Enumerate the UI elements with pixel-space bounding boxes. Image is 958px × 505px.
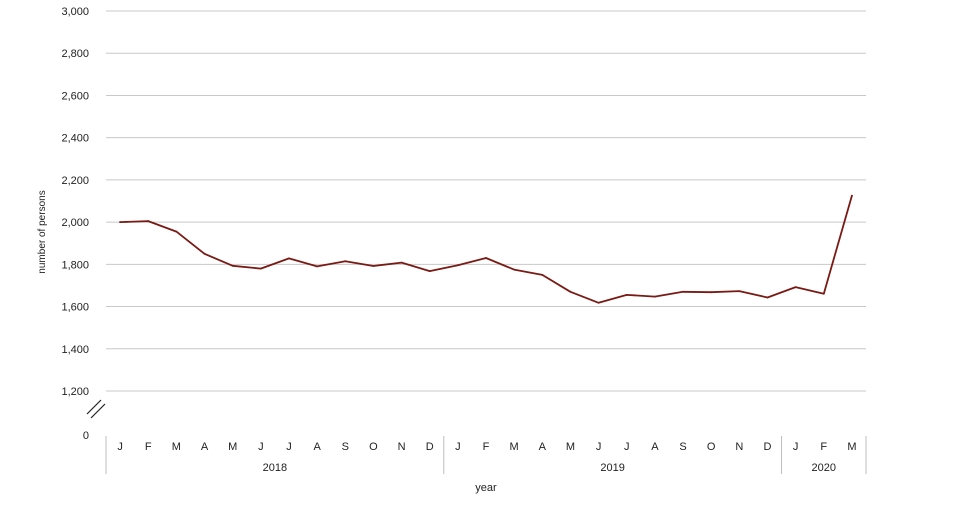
x-tick-label: J: [596, 441, 602, 453]
data-point: [569, 290, 572, 293]
x-tick-label: J: [258, 441, 264, 453]
x-axis-categories: J F M A M J J A S O N D J F M A M J J A S O N D J F M 2018 2019 2020: [105, 436, 867, 474]
data-point: [710, 291, 713, 294]
data-point: [456, 264, 459, 267]
x-tick-label: A: [313, 441, 321, 453]
y-tick-label: 2,000: [61, 217, 89, 229]
y-tick-label: 2,800: [61, 48, 89, 60]
data-point: [147, 220, 150, 222]
x-axis-label: year: [475, 482, 497, 494]
data-point: [344, 260, 347, 263]
x-tick-label: O: [369, 441, 378, 453]
x-tick-label: J: [286, 441, 292, 453]
x-tick-label: J: [624, 441, 630, 453]
x-tick-label: J: [793, 441, 799, 453]
data-point: [203, 252, 206, 255]
y-axis-label: number of persons: [37, 190, 48, 273]
data-point: [400, 261, 403, 264]
y-tick-label: 1,400: [61, 344, 89, 356]
x-tick-label: M: [847, 441, 856, 453]
y-tick-label: 2,200: [61, 175, 89, 187]
x-tick-label: F: [483, 441, 490, 453]
data-point: [794, 286, 797, 289]
x-tick-label: N: [398, 441, 406, 453]
data-point: [597, 301, 600, 304]
x-tick-label: O: [707, 441, 716, 453]
x-tick-label: M: [510, 441, 519, 453]
data-point: [316, 265, 319, 268]
data-point: [372, 265, 375, 267]
data-point: [625, 294, 628, 296]
x-tick-label: D: [764, 441, 772, 453]
series-line: [119, 194, 853, 304]
x-tick-label: A: [651, 441, 659, 453]
gridlines: [106, 10, 866, 392]
x-tick-label: M: [172, 441, 181, 453]
data-point: [541, 273, 544, 276]
y-tick-label: 2,400: [61, 133, 89, 145]
y-tick-label: 2,600: [61, 90, 89, 102]
data-point: [119, 221, 121, 224]
y-tick-label: 1,600: [61, 302, 89, 314]
x-tick-label: N: [735, 441, 743, 453]
year-label: 2019: [600, 462, 624, 474]
x-tick-label: A: [539, 441, 547, 453]
y-axis-ticks: 0 1,200 1,400 1,600 1,800 2,000 2,200 2,400 2,60…: [61, 6, 89, 442]
x-tick-label: D: [426, 441, 434, 453]
x-tick-label: M: [566, 441, 575, 453]
y-tick-label: 0: [83, 430, 89, 442]
data-point: [428, 270, 431, 272]
series-layer: [119, 194, 853, 304]
x-tick-label: F: [145, 441, 152, 453]
data-point: [822, 292, 825, 295]
data-point: [851, 194, 853, 197]
data-point: [513, 268, 516, 271]
data-point: [682, 290, 684, 293]
y-tick-label: 1,200: [61, 386, 89, 398]
y-tick-label: 1,800: [61, 259, 89, 271]
data-point: [259, 267, 262, 270]
x-tick-label: A: [201, 441, 209, 453]
data-point: [738, 290, 741, 293]
x-tick-label: F: [820, 441, 827, 453]
y-tick-label: 3,000: [61, 6, 89, 18]
data-point: [175, 230, 178, 233]
x-tick-label: J: [117, 441, 123, 453]
year-label: 2018: [263, 462, 287, 474]
data-point: [231, 264, 234, 267]
data-point: [653, 295, 656, 298]
year-label: 2020: [812, 462, 836, 474]
data-point: [485, 257, 487, 259]
x-tick-label: J: [455, 441, 461, 453]
data-point: [766, 296, 769, 299]
data-point: [288, 257, 290, 260]
x-tick-label: S: [342, 441, 349, 453]
axis-break-icon: [86, 399, 106, 419]
x-tick-label: M: [228, 441, 237, 453]
x-tick-label: S: [679, 441, 686, 453]
